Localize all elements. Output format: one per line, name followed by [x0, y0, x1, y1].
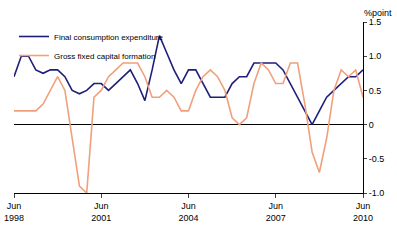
- svg-text:-0.5: -0.5: [369, 154, 385, 164]
- svg-text:Jun2001: Jun2001: [91, 201, 111, 223]
- svg-text:Jun2010: Jun2010: [353, 201, 373, 223]
- svg-text:1.0: 1.0: [369, 51, 382, 61]
- svg-text:%point: %point: [364, 8, 392, 18]
- svg-text:0.5: 0.5: [369, 86, 382, 96]
- svg-text:0: 0: [369, 120, 374, 130]
- svg-text:Jun1998: Jun1998: [4, 201, 24, 223]
- svg-text:Gross fixed capital formation: Gross fixed capital formation: [54, 52, 155, 61]
- svg-text:Final consumption expenditure: Final consumption expenditure: [54, 33, 164, 42]
- svg-text:-1.0: -1.0: [369, 188, 385, 198]
- svg-text:Jun2004: Jun2004: [178, 201, 198, 223]
- svg-text:1.5: 1.5: [369, 17, 382, 27]
- svg-text:Jun2007: Jun2007: [266, 201, 286, 223]
